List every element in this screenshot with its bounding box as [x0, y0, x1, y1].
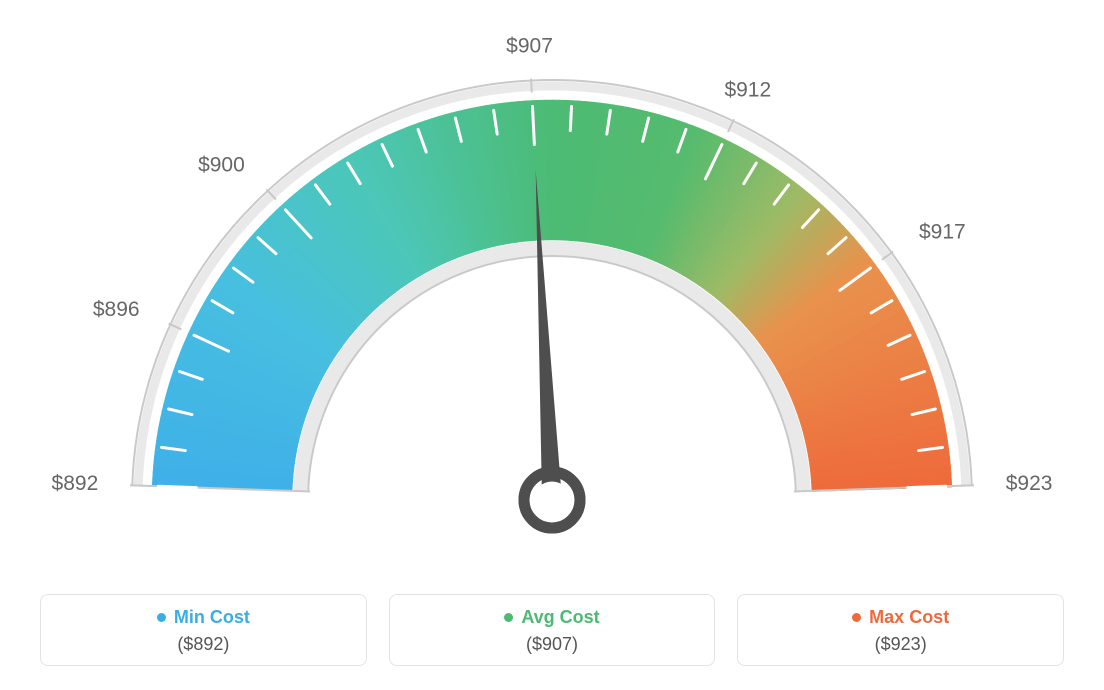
gauge-chart-container: $892 $896 $900 $907 $912 $917 $923 Min Cost ($… — [0, 0, 1104, 690]
svg-text:$923: $923 — [1006, 472, 1053, 495]
legend-min-value: ($892) — [45, 634, 362, 655]
legend-max-title-row: Max Cost — [742, 607, 1059, 628]
svg-text:$896: $896 — [93, 298, 140, 321]
legend-max: Max Cost ($923) — [737, 594, 1064, 666]
legend-min-title-row: Min Cost — [45, 607, 362, 628]
svg-text:$907: $907 — [506, 35, 553, 58]
legend-min-dot — [157, 613, 166, 622]
svg-text:$912: $912 — [724, 78, 771, 101]
legend-min-label: Min Cost — [174, 607, 250, 628]
legend-avg-value: ($907) — [394, 634, 711, 655]
svg-text:$917: $917 — [919, 221, 966, 244]
legend-row: Min Cost ($892) Avg Cost ($907) Max Cost… — [40, 594, 1064, 666]
legend-avg-label: Avg Cost — [521, 607, 599, 628]
legend-max-value: ($923) — [742, 634, 1059, 655]
legend-avg-title-row: Avg Cost — [394, 607, 711, 628]
svg-text:$900: $900 — [198, 154, 245, 177]
legend-min: Min Cost ($892) — [40, 594, 367, 666]
svg-text:$892: $892 — [52, 472, 99, 495]
legend-max-dot — [852, 613, 861, 622]
legend-avg-dot — [504, 613, 513, 622]
legend-max-label: Max Cost — [869, 607, 949, 628]
gauge-chart: $892 $896 $900 $907 $912 $917 $923 — [0, 0, 1104, 580]
legend-avg: Avg Cost ($907) — [389, 594, 716, 666]
